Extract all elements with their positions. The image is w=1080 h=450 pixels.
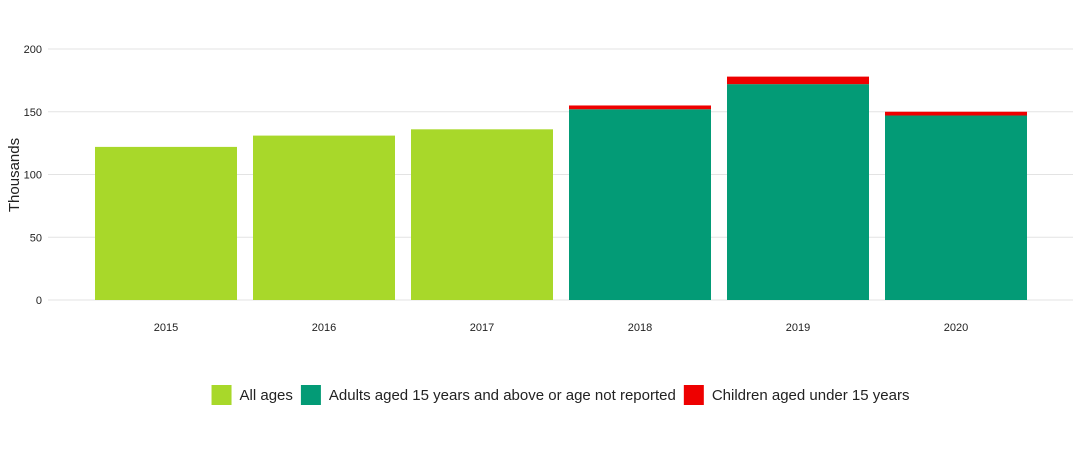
bar-2018-series-1 bbox=[569, 109, 711, 301]
x-tick-label: 2019 bbox=[786, 322, 810, 334]
y-tick-label: 100 bbox=[24, 170, 42, 182]
legend-label: Children aged under 15 years bbox=[712, 387, 910, 404]
legend-item-2: Children aged under 15 years bbox=[683, 385, 910, 405]
bar-2019-series-2 bbox=[727, 76, 869, 85]
legend: All ages Adults aged 15 years and above o… bbox=[211, 385, 910, 405]
bars bbox=[95, 76, 1027, 301]
legend-item-1: Adults aged 15 years and above or age no… bbox=[300, 385, 676, 405]
bar-2018-series-2 bbox=[569, 105, 711, 110]
legend-swatch bbox=[300, 385, 321, 405]
x-tick-label: 2017 bbox=[470, 322, 494, 334]
y-axis-ticks: 0 50 100 150 200 bbox=[24, 44, 42, 307]
legend-swatch bbox=[683, 385, 704, 405]
y-tick-label: 50 bbox=[30, 232, 42, 244]
bar-2017-series-0 bbox=[411, 129, 553, 300]
legend-item-0: All ages bbox=[211, 385, 293, 405]
legend-swatch bbox=[211, 385, 232, 405]
y-tick-label: 150 bbox=[24, 107, 42, 119]
bar-2020-series-2 bbox=[885, 111, 1027, 116]
legend-label: All ages bbox=[240, 387, 293, 404]
x-axis-ticks: 2015 2016 2017 2018 2019 2020 bbox=[154, 322, 968, 334]
y-tick-label: 200 bbox=[24, 44, 42, 56]
x-tick-label: 2020 bbox=[944, 322, 968, 334]
x-tick-label: 2018 bbox=[628, 322, 652, 334]
bar-2020-series-1 bbox=[885, 115, 1027, 300]
bar-2015-series-0 bbox=[95, 146, 237, 300]
bar-2016-series-0 bbox=[253, 135, 395, 300]
x-tick-label: 2016 bbox=[312, 322, 336, 334]
y-tick-label: 0 bbox=[36, 295, 42, 307]
legend-label: Adults aged 15 years and above or age no… bbox=[329, 387, 676, 404]
bar-2019-series-1 bbox=[727, 84, 869, 300]
y-axis-title: Thousands bbox=[6, 138, 23, 212]
x-tick-label: 2015 bbox=[154, 322, 178, 334]
